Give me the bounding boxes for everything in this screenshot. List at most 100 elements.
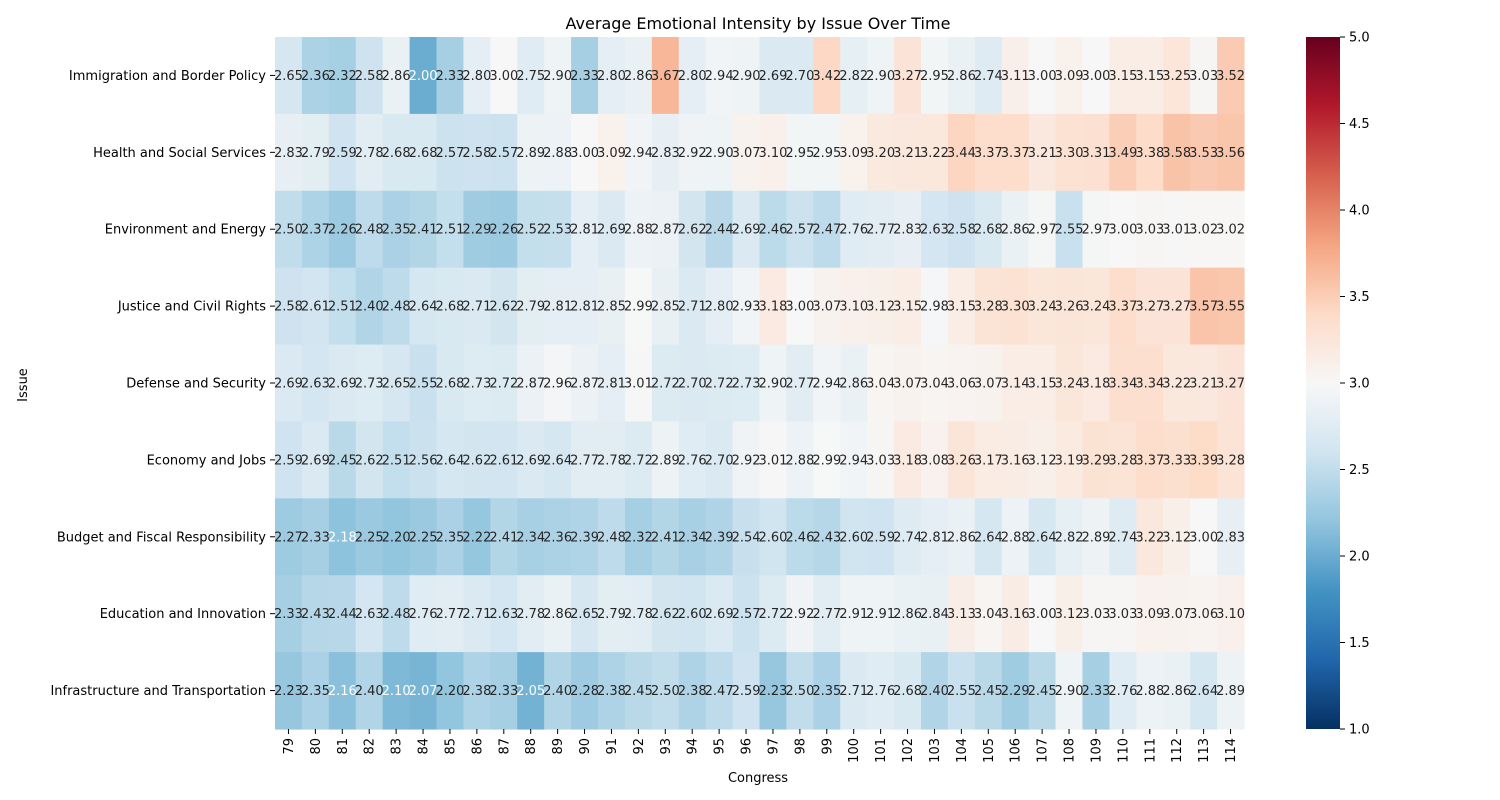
- cell-value-label: 2.69: [597, 223, 626, 238]
- heatmap-cell: [974, 344, 1003, 423]
- heatmap-cell: [813, 113, 841, 192]
- heatmap-cell: [1217, 344, 1245, 423]
- y-tick-label: Defense and Security: [126, 377, 266, 392]
- heatmap-cell: [1163, 421, 1191, 499]
- cell-value-label: 2.69: [758, 69, 787, 84]
- cell-value-label: 2.35: [301, 684, 330, 699]
- cell-value-label: 2.44: [328, 607, 357, 622]
- cell-value-label: 2.90: [705, 146, 734, 161]
- cell-value-label: 2.35: [812, 684, 841, 699]
- cell-value-label: 2.48: [382, 300, 411, 315]
- heatmap-cell: [1109, 190, 1137, 269]
- cell-value-label: 3.07: [812, 300, 841, 315]
- cell-value-label: 2.94: [624, 146, 653, 161]
- cell-value-label: 3.37: [1108, 300, 1137, 315]
- heatmap-cell: [544, 267, 572, 346]
- cell-value-label: 2.57: [785, 223, 814, 238]
- heatmap-cell: [786, 190, 814, 269]
- cell-value-label: 2.77: [435, 607, 464, 622]
- cell-value-label: 2.88: [1001, 530, 1030, 545]
- heatmap-cell: [1163, 498, 1191, 576]
- x-tick-label: 95: [713, 738, 728, 755]
- heatmap-cell: [382, 421, 411, 499]
- heatmap-cell: [598, 652, 626, 730]
- cell-value-label: 2.33: [1081, 684, 1110, 699]
- cell-value-label: 2.83: [651, 146, 680, 161]
- x-tick-label: 93: [659, 738, 674, 755]
- heatmap-cell: [517, 421, 545, 499]
- heatmap-cell: [328, 344, 357, 423]
- heatmap-cell: [786, 113, 814, 192]
- cell-value-label: 2.81: [543, 300, 572, 315]
- cell-value-label: 3.10: [1216, 607, 1245, 622]
- cell-value-label: 2.00: [409, 69, 438, 84]
- heatmap-cell: [490, 113, 518, 192]
- cell-value-label: 2.57: [489, 146, 518, 161]
- cell-value-label: 2.73: [732, 377, 761, 392]
- cell-value-label: 2.82: [839, 69, 868, 84]
- cell-value-label: 2.87: [516, 377, 545, 392]
- cell-value-label: 2.86: [893, 607, 922, 622]
- cell-value-label: 2.41: [489, 530, 518, 545]
- cell-value-label: 2.80: [705, 300, 734, 315]
- heatmap-cell: [275, 344, 303, 423]
- cell-value-label: 2.20: [435, 684, 464, 699]
- cell-value-label: 2.83: [274, 146, 303, 161]
- cell-value-label: 2.86: [947, 69, 976, 84]
- cell-value-label: 3.12: [866, 300, 895, 315]
- x-tick-label: 89: [551, 738, 566, 755]
- cell-value-label: 2.83: [1216, 530, 1245, 545]
- cell-value-label: 2.76: [839, 223, 868, 238]
- heatmap-cell: [840, 267, 868, 346]
- heatmap-cell: [1163, 113, 1191, 192]
- cell-value-label: 2.68: [435, 300, 464, 315]
- cell-value-label: 2.29: [1001, 684, 1030, 699]
- cell-value-label: 3.33: [1162, 453, 1191, 468]
- cell-value-label: 2.40: [920, 684, 949, 699]
- cell-value-label: 2.60: [678, 607, 707, 622]
- cell-value-label: 3.26: [947, 453, 976, 468]
- cell-value-label: 2.63: [920, 223, 949, 238]
- heatmap-cell: [894, 498, 922, 576]
- heatmap-cell: [732, 421, 761, 499]
- cell-value-label: 2.79: [301, 146, 330, 161]
- heatmap-cell: [328, 652, 357, 730]
- heatmap-cell: [301, 37, 330, 115]
- cell-value-label: 2.75: [516, 69, 545, 84]
- cell-value-label: 2.55: [1055, 223, 1084, 238]
- heatmap-cell: [1082, 652, 1111, 730]
- heatmap-cell: [921, 652, 949, 730]
- heatmap-cell: [301, 190, 330, 269]
- heatmap-cell: [301, 113, 330, 192]
- cell-value-label: 3.55: [1216, 300, 1245, 315]
- heatmap-cell: [275, 267, 303, 346]
- cell-value-label: 2.81: [570, 223, 599, 238]
- heatmap-cell: [1109, 113, 1137, 192]
- heatmap-cell: [571, 113, 599, 192]
- heatmap-cell: [921, 344, 949, 423]
- heatmap-cell: [463, 575, 491, 653]
- x-tick-label: 96: [740, 738, 755, 755]
- heatmap-cell: [355, 344, 384, 423]
- cell-value-label: 3.24: [1055, 377, 1084, 392]
- heatmap-cell: [355, 113, 384, 192]
- heatmap-cell: [275, 498, 303, 576]
- heatmap-cell: [275, 190, 303, 269]
- cell-value-label: 2.33: [570, 69, 599, 84]
- cell-value-label: 2.46: [758, 223, 787, 238]
- heatmap-cell: [678, 190, 707, 269]
- cell-value-label: 3.04: [866, 377, 895, 392]
- heatmap-cell: [1190, 498, 1218, 576]
- heatmap-cell: [947, 652, 976, 730]
- heatmap-cell: [867, 498, 895, 576]
- heatmap-cell: [678, 498, 707, 576]
- heatmap-cell: [1190, 575, 1218, 653]
- heatmap-cell: [1055, 498, 1084, 576]
- cell-value-label: 2.99: [624, 300, 653, 315]
- heatmap-cell: [974, 267, 1003, 346]
- cell-value-label: 3.16: [1001, 607, 1030, 622]
- cell-value-label: 2.97: [1081, 223, 1110, 238]
- heatmap-cell: [651, 652, 680, 730]
- cell-value-label: 3.06: [947, 377, 976, 392]
- cell-value-label: 2.81: [920, 530, 949, 545]
